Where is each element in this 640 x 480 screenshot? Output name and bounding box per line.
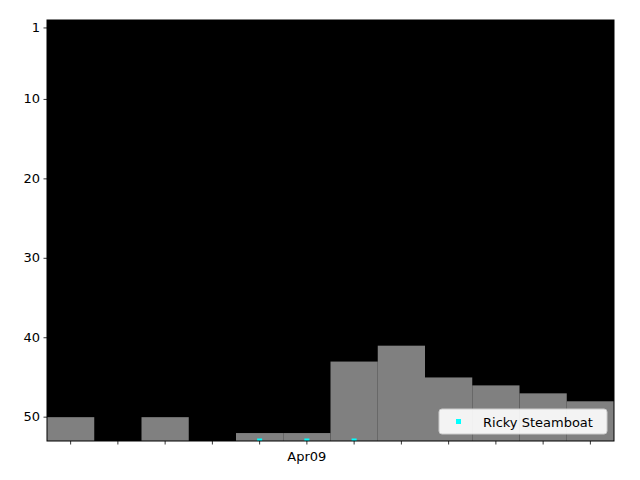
x-tick <box>354 441 355 445</box>
bar <box>378 346 425 441</box>
data-group <box>47 346 614 441</box>
x-tick <box>495 441 496 445</box>
y-tick <box>44 178 48 179</box>
legend-marker <box>456 419 461 424</box>
y-tick <box>44 337 48 338</box>
y-tick <box>44 27 48 28</box>
y-tick <box>44 417 48 418</box>
frame <box>47 20 614 441</box>
x-tick <box>259 441 260 445</box>
x-tick <box>117 441 118 445</box>
y-tick <box>44 258 48 259</box>
y-tick-label: 1 <box>32 20 40 35</box>
x-tick <box>401 441 402 445</box>
legend-label: Ricky Steamboat <box>483 415 593 430</box>
y-tick-label: 10 <box>23 91 40 106</box>
x-tick <box>165 441 166 445</box>
x-tick <box>543 441 544 445</box>
y-tick-label: 50 <box>23 409 40 424</box>
x-tick <box>212 441 213 445</box>
x-tick <box>590 441 591 445</box>
chart: 1 10 20 30 40 50 Apr09 Ricky Steamboat <box>0 0 640 480</box>
plot-area <box>47 20 614 441</box>
y-tick-label: 20 <box>23 171 40 186</box>
x-tick <box>70 441 71 445</box>
bar <box>47 417 94 441</box>
bar <box>142 417 189 441</box>
bar <box>331 362 378 441</box>
x-tick <box>448 441 449 445</box>
x-tick-label: Apr09 <box>287 449 326 464</box>
legend-box <box>439 409 607 434</box>
background <box>0 0 640 480</box>
x-tick <box>306 441 307 445</box>
y-tick-label: 40 <box>23 330 40 345</box>
y-tick-label: 30 <box>23 250 40 265</box>
y-tick <box>44 99 48 100</box>
